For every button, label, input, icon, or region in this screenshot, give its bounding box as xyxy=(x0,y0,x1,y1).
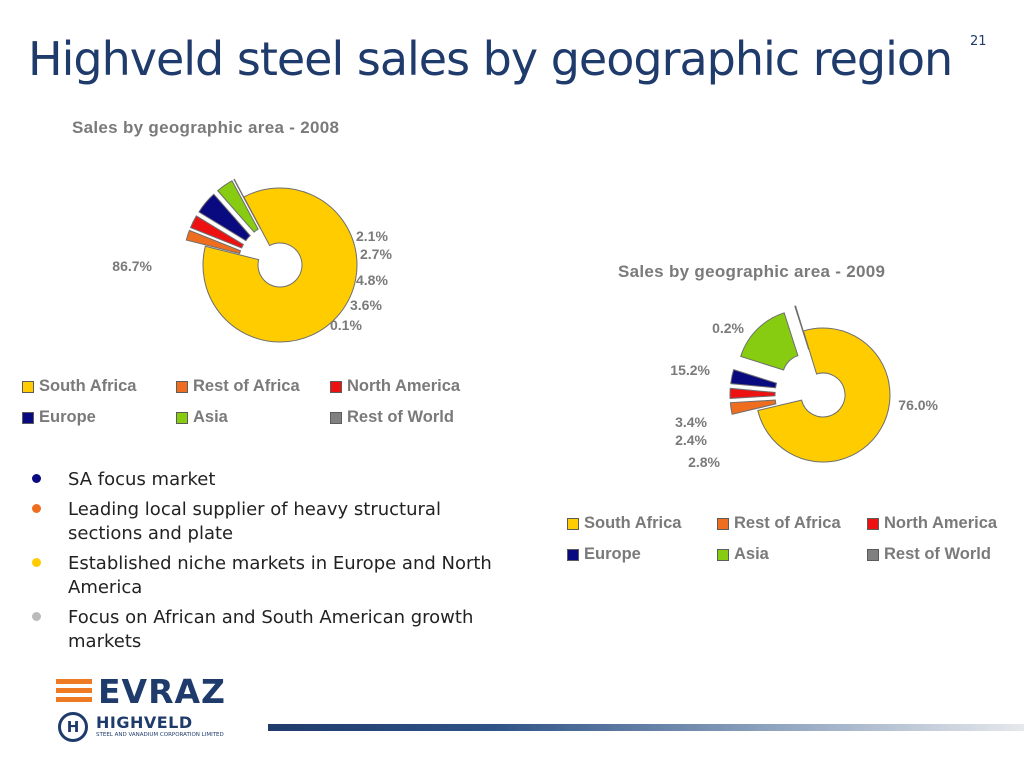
logo-stripe xyxy=(56,679,92,684)
logo-stripe xyxy=(56,697,92,702)
legend-swatch xyxy=(717,548,729,561)
legend-item-europe: Europe xyxy=(22,408,176,427)
legend-swatch xyxy=(22,380,34,393)
legend-label: Rest of Africa xyxy=(193,377,300,395)
legend-item-rest-of-africa: Rest of Africa xyxy=(717,514,867,533)
bullet-item: Established niche markets in Europe and … xyxy=(32,552,502,600)
bullet-dot xyxy=(32,474,41,483)
legend-item-north-america: North America xyxy=(867,514,1007,533)
logo-tagline: STEEL AND VANADIUM CORPORATION LIMITED xyxy=(96,732,224,738)
chart-2009-title: Sales by geographic area - 2009 xyxy=(618,262,886,281)
legend-item-asia: Asia xyxy=(176,408,330,427)
legend-item-south-africa: South Africa xyxy=(22,377,176,396)
legend-label: South Africa xyxy=(39,377,137,395)
slice-2008-north-america xyxy=(189,215,245,249)
legend-label: Rest of World xyxy=(884,545,991,563)
data-label-2008-north-america: 2.7% xyxy=(360,246,392,262)
bullet-text: Established niche markets in Europe and … xyxy=(68,553,492,598)
slice-2009-europe xyxy=(730,369,778,389)
data-label-2009-europe: 3.4% xyxy=(675,414,707,430)
legend-item-rest-of-africa: Rest of Africa xyxy=(176,377,330,396)
slice-2008-asia xyxy=(217,180,259,233)
page-title: Highveld steel sales by geographic regio… xyxy=(28,32,953,86)
logo-stripe xyxy=(56,688,92,693)
legend-swatch xyxy=(567,548,579,561)
legend-label: Asia xyxy=(734,545,769,563)
data-label-2009-rest-of-africa: 2.8% xyxy=(688,454,720,470)
bullet-text: SA focus market xyxy=(68,469,216,490)
footer-bar xyxy=(268,724,1024,731)
legend-label: Europe xyxy=(39,408,96,426)
legend-swatch xyxy=(330,380,342,393)
slice-2009-asia xyxy=(740,312,799,371)
data-label-2009-asia: 15.2% xyxy=(670,362,710,378)
pie-chart-2008: 86.7% 2.1% 2.7% 4.8% 3.6% 0.1% xyxy=(112,178,392,343)
slice-2008-europe xyxy=(198,193,251,242)
data-label-2009-rest-of-world: 0.2% xyxy=(712,320,744,336)
chart-2008-title: Sales by geographic area - 2008 xyxy=(72,118,340,137)
legend-item-south-africa: South Africa xyxy=(567,514,717,533)
data-label-2008-rest-of-africa: 2.1% xyxy=(356,228,388,244)
legend-swatch xyxy=(567,517,579,530)
legend-2009: South Africa Rest of Africa North America E… xyxy=(567,514,1007,564)
legend-label: North America xyxy=(884,514,998,532)
bullet-dot xyxy=(32,504,41,513)
data-label-2008-asia: 3.6% xyxy=(350,297,382,313)
slice-2009-rest-of-africa xyxy=(729,399,777,415)
legend-label: Rest of Africa xyxy=(734,514,841,532)
data-label-2008-rest-of-world: 0.1% xyxy=(330,317,362,333)
legend-item-asia: Asia xyxy=(717,545,867,564)
legend-swatch xyxy=(717,517,729,530)
slice-2008-south-africa xyxy=(202,187,358,343)
bullet-item: Focus on African and South American grow… xyxy=(32,606,502,654)
slice-2009-rest-of-world xyxy=(794,305,810,350)
slide-number: 21 xyxy=(970,34,987,49)
legend-2008: South Africa Rest of Africa North America E… xyxy=(22,377,480,427)
bullet-text: Focus on African and South American grow… xyxy=(68,607,474,652)
logo-mark-icon: H xyxy=(58,712,88,742)
slice-2009-north-america xyxy=(729,387,776,399)
bullet-item: SA focus market xyxy=(32,468,502,492)
bullet-dot xyxy=(32,558,41,567)
bullet-item: Leading local supplier of heavy structur… xyxy=(32,498,502,546)
bullet-dot xyxy=(32,612,41,621)
legend-item-rest-of-world: Rest of World xyxy=(330,408,480,427)
legend-label: North America xyxy=(347,377,461,395)
legend-item-europe: Europe xyxy=(567,545,717,564)
slice-2008-rest-of-africa xyxy=(185,229,242,255)
slice-2008-rest-of-world xyxy=(233,178,261,229)
legend-label: Rest of World xyxy=(347,408,454,426)
data-label-2008-south-africa: 86.7% xyxy=(112,258,152,274)
legend-swatch xyxy=(176,380,188,393)
slice-2009-south-africa xyxy=(757,327,891,463)
legend-swatch xyxy=(330,411,342,424)
legend-label: Asia xyxy=(193,408,228,426)
evraz-highveld-logo: EVRAZ H HIGHVELD STEEL AND VANADIUM CORP… xyxy=(56,672,271,742)
logo-brand: EVRAZ xyxy=(98,672,226,711)
legend-item-north-america: North America xyxy=(330,377,480,396)
legend-label: Europe xyxy=(584,545,641,563)
data-label-2009-north-america: 2.4% xyxy=(675,432,707,448)
logo-sub-brand: HIGHVELD xyxy=(96,713,193,732)
legend-item-rest-of-world: Rest of World xyxy=(867,545,1007,564)
pie-chart-2009: 76.0% 2.8% 2.4% 3.4% 15.2% 0.2% xyxy=(670,305,939,470)
legend-swatch xyxy=(176,411,188,424)
data-label-2008-europe: 4.8% xyxy=(356,272,388,288)
legend-swatch xyxy=(22,411,34,424)
legend-label: South Africa xyxy=(584,514,682,532)
bullet-list: SA focus market Leading local supplier o… xyxy=(32,468,502,660)
legend-swatch xyxy=(867,548,879,561)
legend-swatch xyxy=(867,517,879,530)
data-label-2009-south-africa: 76.0% xyxy=(898,397,938,413)
bullet-text: Leading local supplier of heavy structur… xyxy=(68,499,441,544)
